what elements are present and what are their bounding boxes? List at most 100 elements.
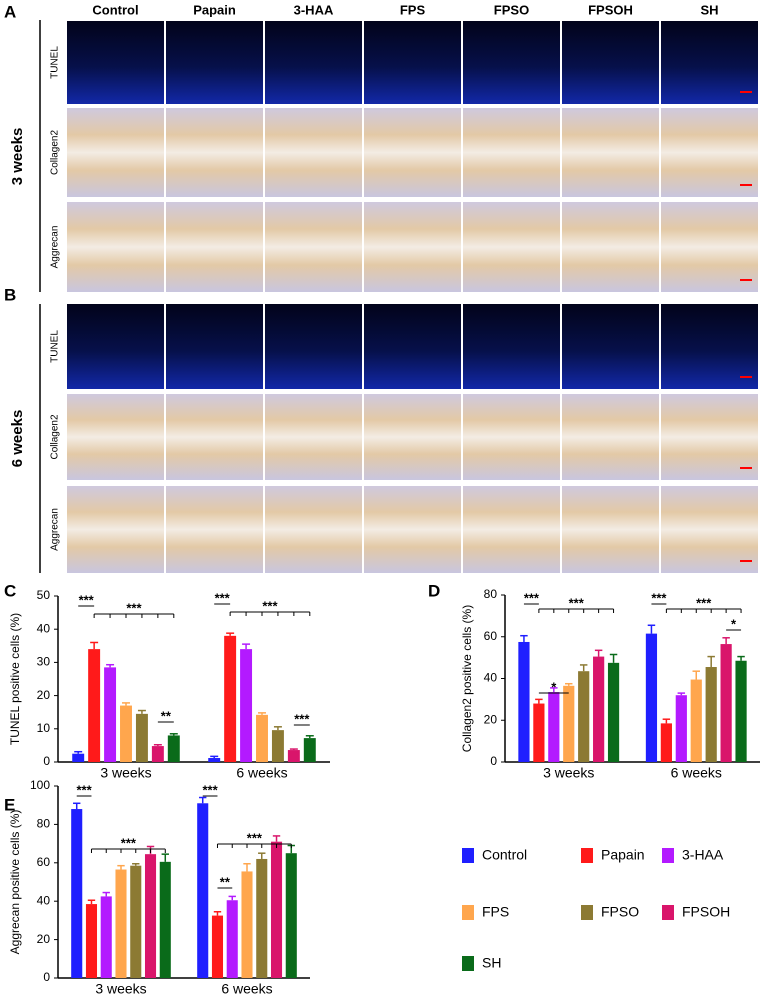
significance-label: *** (77, 782, 93, 797)
micrograph (265, 21, 362, 104)
bar (303, 738, 316, 762)
micrograph (463, 394, 560, 480)
panel-label: A (4, 2, 16, 21)
micrograph (463, 304, 560, 389)
significance-label: *** (247, 830, 263, 845)
bar (120, 705, 132, 762)
column-header: FPSOH (588, 2, 633, 17)
significance-label: *** (121, 835, 137, 850)
bar (593, 656, 605, 762)
bar (130, 865, 142, 978)
y-tick-label: 80 (37, 817, 51, 831)
bar (115, 869, 127, 978)
significance-label: * (551, 679, 557, 694)
micrograph (166, 108, 263, 197)
y-tick-label: 30 (37, 655, 51, 669)
y-tick-label: 50 (37, 588, 51, 602)
legend-label: Control (482, 847, 527, 863)
bar (208, 758, 221, 762)
bar (197, 803, 209, 978)
bar (256, 714, 268, 762)
row-label: TUNEL (50, 330, 61, 363)
column-header: Papain (193, 2, 236, 17)
micrograph (364, 21, 461, 104)
panel-label: D (428, 581, 440, 600)
x-tick-label: 6 weeks (671, 765, 722, 781)
x-tick-label: 3 weeks (543, 765, 594, 781)
x-tick-label: 3 weeks (100, 765, 151, 781)
bar (533, 703, 545, 762)
micrograph (166, 486, 263, 573)
micrograph (562, 202, 659, 292)
row-label: TUNEL (50, 46, 61, 79)
micrograph (364, 108, 461, 197)
legend-label: SH (482, 955, 501, 971)
micrograph (364, 486, 461, 573)
micrograph (463, 21, 560, 104)
micrograph (67, 394, 164, 480)
micrograph (661, 486, 758, 573)
y-tick-label: 0 (43, 754, 50, 768)
column-header: FPS (400, 2, 426, 17)
y-tick-label: 40 (484, 671, 498, 685)
column-header: 3-HAA (294, 2, 334, 17)
y-tick-label: 60 (37, 855, 51, 869)
significance-label: ** (220, 874, 231, 889)
bar (271, 730, 284, 762)
y-tick-label: 60 (484, 629, 498, 643)
bar (645, 633, 658, 762)
bar (224, 635, 237, 762)
bar (690, 679, 702, 762)
micrograph (166, 304, 263, 389)
y-tick-label: 40 (37, 893, 51, 907)
column-header: Control (92, 2, 138, 17)
bar (270, 841, 283, 978)
significance-label: *** (215, 590, 231, 605)
significance-label: *** (203, 782, 219, 797)
micrograph (562, 304, 659, 389)
x-tick-label: 3 weeks (95, 981, 146, 997)
micrograph (67, 202, 164, 292)
bar (240, 649, 253, 762)
bar (226, 900, 238, 978)
micrograph (463, 202, 560, 292)
bar (159, 861, 171, 978)
micrograph (661, 394, 758, 480)
row-label: Aggrecan (50, 508, 61, 551)
legend-swatch (581, 905, 593, 920)
y-tick-label: 40 (37, 621, 51, 635)
micrograph (67, 21, 164, 104)
bar (660, 723, 672, 762)
bar (285, 853, 297, 978)
legend-label: Papain (601, 847, 645, 863)
y-axis-label: Aggrecan positive cells (%) (8, 810, 22, 955)
micrograph (562, 21, 659, 104)
micrograph (67, 486, 164, 573)
bar (705, 667, 717, 762)
y-tick-label: 0 (490, 754, 497, 768)
y-tick-label: 20 (37, 932, 51, 946)
significance-label: *** (569, 595, 585, 610)
timepoint-label: 3 weeks (9, 128, 26, 186)
micrograph (265, 202, 362, 292)
legend-swatch (462, 848, 474, 863)
micrograph (265, 108, 362, 197)
panel-label: B (4, 285, 16, 304)
bar (135, 713, 148, 762)
micrograph (166, 394, 263, 480)
legend-label: FPS (482, 904, 509, 920)
bar (85, 904, 98, 978)
micrograph (562, 486, 659, 573)
legend-label: 3-HAA (682, 847, 724, 863)
timepoint-label: 6 weeks (9, 410, 26, 468)
y-tick-label: 10 (37, 721, 51, 735)
bar (287, 750, 300, 762)
x-tick-label: 6 weeks (236, 765, 287, 781)
x-tick-label: 6 weeks (221, 981, 272, 997)
micrograph (265, 394, 362, 480)
bar (211, 915, 224, 978)
bar (241, 871, 253, 978)
legend-swatch (462, 905, 474, 920)
legend-swatch (662, 848, 674, 863)
